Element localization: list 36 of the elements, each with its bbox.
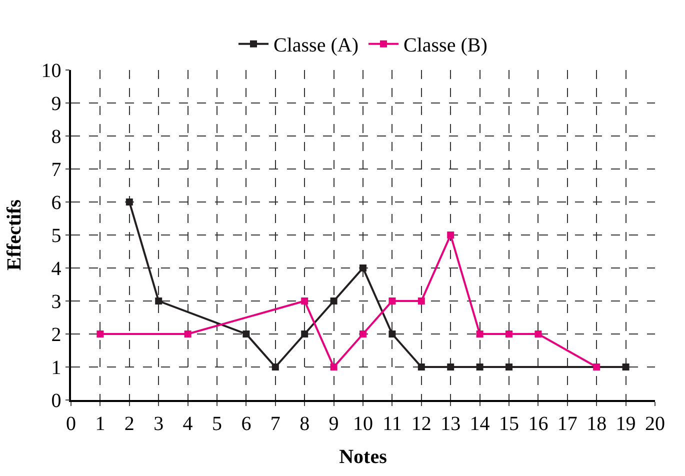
x-tick-label: 10 bbox=[353, 412, 373, 435]
y-tick-label: 2 bbox=[51, 324, 62, 346]
x-tick-label: 7 bbox=[270, 412, 280, 435]
y-axis-title: Effectifs bbox=[3, 199, 26, 271]
y-tick-label: 7 bbox=[51, 159, 62, 181]
y-tick-label: 1 bbox=[51, 357, 62, 379]
x-tick-label: 13 bbox=[440, 412, 461, 435]
y-tick-label: 9 bbox=[51, 93, 62, 115]
legend-label: Classe (B) bbox=[403, 34, 488, 57]
x-tick-label: 19 bbox=[616, 412, 636, 435]
x-tick-label: 15 bbox=[499, 412, 519, 435]
x-tick-label: 1 bbox=[95, 412, 106, 435]
x-tick-label: 0 bbox=[66, 412, 76, 435]
x-tick-label: 8 bbox=[300, 412, 310, 435]
x-tick-label: 14 bbox=[470, 412, 490, 435]
y-tick-label: 5 bbox=[51, 225, 62, 247]
y-tick-label: 4 bbox=[51, 258, 62, 280]
x-tick-label: 6 bbox=[241, 412, 252, 435]
y-tick-label: 8 bbox=[51, 126, 62, 148]
legend-label: Classe (A) bbox=[274, 34, 358, 57]
x-tick-label: 18 bbox=[586, 412, 607, 435]
y-tick-label: 10 bbox=[41, 60, 62, 82]
x-tick-label: 5 bbox=[212, 412, 222, 435]
y-tick-label: 6 bbox=[51, 192, 62, 214]
y-tick-label: 3 bbox=[51, 291, 62, 313]
x-tick-label: 3 bbox=[154, 412, 164, 435]
x-tick-label: 20 bbox=[645, 412, 665, 435]
x-tick-label: 11 bbox=[382, 412, 402, 435]
x-axis-title: Notes bbox=[339, 446, 388, 468]
x-tick-label: 4 bbox=[182, 412, 193, 435]
x-tick-label: 12 bbox=[411, 412, 432, 435]
y-tick-label: 0 bbox=[51, 390, 62, 412]
x-tick-label: 16 bbox=[528, 412, 548, 435]
x-tick-label: 9 bbox=[328, 412, 339, 435]
x-tick-label: 17 bbox=[557, 412, 578, 435]
x-tick-label: 2 bbox=[124, 412, 134, 435]
